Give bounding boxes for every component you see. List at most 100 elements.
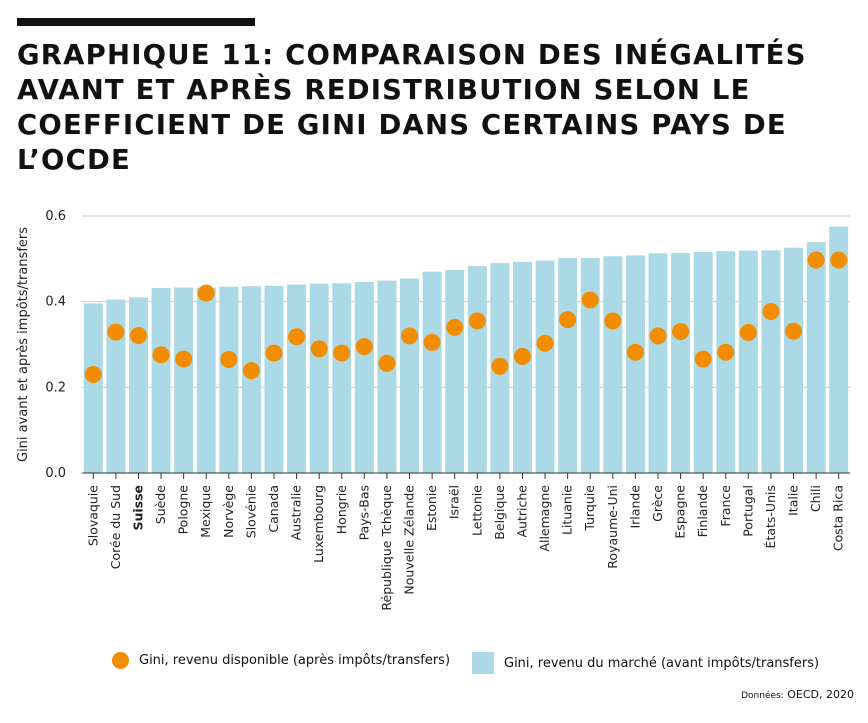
x-tick-label: Suède	[153, 485, 168, 524]
x-tick-label: République Tchèque	[379, 485, 394, 611]
point-disposable-gini	[468, 312, 486, 330]
bar-market-gini	[671, 252, 691, 473]
point-disposable-gini	[107, 323, 125, 341]
bar-market-gini	[422, 271, 442, 473]
point-disposable-gini	[491, 357, 509, 375]
legend-item-market: Gini, revenu du marché (avant impôts/tra…	[472, 652, 819, 674]
bar-market-gini	[784, 247, 804, 473]
point-disposable-gini	[672, 323, 690, 341]
legend-item-disposable: Gini, revenu disponible (après impôts/tr…	[112, 652, 450, 669]
bar-market-gini	[512, 261, 532, 473]
bar-market-gini	[738, 250, 758, 473]
title-rule	[17, 18, 255, 26]
bar-market-gini	[106, 299, 126, 473]
x-tick-label: Australie	[289, 485, 304, 541]
bar-market-gini	[761, 250, 781, 473]
bar-market-gini	[83, 303, 103, 473]
x-tick-label: Belgique	[492, 485, 507, 540]
bar-market-gini	[400, 278, 420, 473]
x-tick-label: Turquie	[582, 485, 597, 532]
legend: Gini, revenu disponible (après impôts/tr…	[0, 648, 868, 676]
bar-market-gini	[332, 283, 352, 473]
point-disposable-gini	[559, 311, 577, 329]
x-tick-label: Norvège	[221, 485, 236, 538]
x-tick-label: Lituanie	[560, 485, 575, 535]
bar-market-gini	[219, 286, 239, 473]
x-tick-label: Lettonie	[469, 485, 484, 536]
point-disposable-gini	[807, 251, 825, 269]
x-tick-label: Pologne	[176, 485, 191, 535]
point-disposable-gini	[536, 334, 554, 352]
bar-market-gini	[151, 287, 171, 473]
point-disposable-gini	[152, 346, 170, 364]
x-tick-label: Hongrie	[334, 485, 349, 535]
point-disposable-gini	[220, 350, 238, 368]
bar-market-gini	[580, 257, 600, 473]
x-tick-label: Mexique	[198, 485, 213, 538]
bar-market-gini	[829, 226, 849, 473]
bar-market-gini	[287, 284, 307, 473]
source-value: OECD, 2020	[787, 688, 854, 701]
bar-market-gini	[241, 286, 261, 473]
y-tick-label: 0.2	[45, 380, 66, 395]
point-disposable-gini	[242, 362, 260, 380]
legend-dot-swatch	[112, 652, 129, 669]
point-disposable-gini	[288, 328, 306, 346]
bar-market-gini	[128, 297, 148, 473]
point-disposable-gini	[513, 347, 531, 365]
x-tick-label: Allemagne	[537, 485, 552, 552]
x-tick-label: Italie	[786, 485, 801, 516]
x-tick-label: Corée du Sud	[108, 485, 123, 569]
y-tick-label: 0.0	[45, 466, 66, 481]
x-tick-label: Pays-Bas	[356, 485, 371, 540]
chart-title: GRAPHIQUE 11: COMPARAISON DES INÉGALITÉS…	[17, 39, 807, 176]
x-tick-label: États-Unis	[763, 485, 778, 548]
x-tick-label: Portugal	[740, 485, 755, 537]
bar-market-gini	[716, 251, 736, 473]
point-disposable-gini	[626, 343, 644, 361]
gini-chart: 0.0 0.2 0.4 0.6 Gini avant et après impôts/t…	[16, 209, 850, 611]
point-disposable-gini	[175, 350, 193, 368]
point-disposable-gini	[739, 324, 757, 342]
point-disposable-gini	[355, 338, 373, 356]
bar-market-gini	[445, 269, 465, 473]
point-disposable-gini	[129, 327, 147, 345]
y-tick-label: 0.6	[45, 209, 66, 224]
point-disposable-gini	[762, 303, 780, 321]
point-disposable-gini	[604, 312, 622, 330]
bar-market-gini	[264, 285, 284, 473]
x-tick-label: Slovénie	[243, 485, 258, 539]
bar-market-gini	[625, 255, 645, 473]
x-tick-label: Suisse	[130, 485, 145, 531]
point-disposable-gini	[423, 333, 441, 351]
bar-market-gini	[806, 242, 826, 473]
bar-market-gini	[467, 266, 487, 473]
point-disposable-gini	[378, 354, 396, 372]
point-disposable-gini	[830, 251, 848, 269]
point-disposable-gini	[197, 284, 215, 302]
bar-market-gini	[558, 257, 578, 473]
point-disposable-gini	[446, 318, 464, 336]
x-tick-label: Grèce	[650, 485, 665, 522]
point-disposable-gini	[694, 350, 712, 368]
bar-market-gini	[196, 287, 216, 473]
x-tick-label: Slovaquie	[85, 485, 100, 546]
legend-label-market: Gini, revenu du marché (avant impôts/tra…	[504, 655, 820, 671]
x-tick-label: Finlande	[695, 485, 710, 538]
point-disposable-gini	[310, 340, 328, 358]
point-disposable-gini	[401, 327, 419, 345]
point-disposable-gini	[581, 291, 599, 309]
point-disposable-gini	[717, 343, 735, 361]
x-tick-label: Estonie	[424, 485, 439, 531]
y-tick-label: 0.4	[45, 295, 66, 310]
x-tick-label: Nouvelle Zélande	[402, 485, 417, 595]
x-tick-label: Costa Rica	[831, 485, 846, 551]
source-note: Données: OECD, 2020	[741, 688, 854, 701]
bar-market-gini	[377, 280, 397, 473]
y-axis-label: Gini avant et après impôts/transfers	[16, 227, 31, 462]
bar-market-gini	[354, 281, 374, 473]
legend-bar-swatch	[472, 652, 494, 674]
x-tick-label: Autriche	[514, 485, 529, 538]
point-disposable-gini	[84, 365, 102, 383]
bar-market-gini	[535, 260, 555, 473]
